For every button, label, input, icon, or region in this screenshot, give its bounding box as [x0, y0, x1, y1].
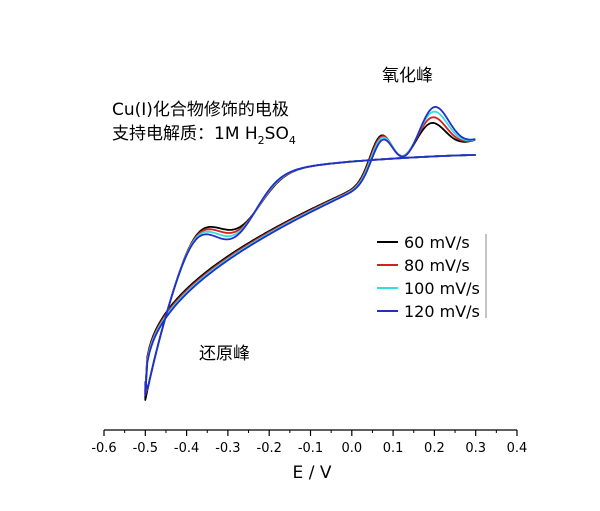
series-line-3 [144, 106, 476, 397]
x-tick-label-8: 0.2 [424, 441, 445, 456]
oxidation-peak-label: 氧化峰 [382, 66, 433, 86]
x-tick-label-10: 0.4 [507, 441, 528, 456]
legend-label-1: 80 mV/s [404, 256, 470, 275]
legend-label-3: 120 mV/s [404, 302, 480, 321]
info-line-2-sub2: 4 [289, 134, 296, 147]
reduction-peak-label: 还原峰 [199, 344, 250, 364]
x-tick-label-2: -0.4 [174, 441, 199, 456]
x-tick-label-1: -0.5 [133, 441, 158, 456]
x-tick-label-5: -0.1 [298, 441, 323, 456]
legend-label-2: 100 mV/s [404, 279, 480, 298]
x-ticks: -0.6 -0.5 -0.4 -0.3 -0.2 -0.1 0.0 0.1 0.2 0.3 0.4 [91, 430, 527, 456]
legend: 60 mV/s 80 mV/s 100 mV/s 120 mV/s [377, 233, 487, 321]
info-line-2-sub1: 2 [258, 134, 265, 147]
x-tick-label-4: -0.2 [257, 441, 282, 456]
info-line-2-mid: SO [265, 124, 289, 144]
legend-label-0: 60 mV/s [404, 233, 470, 252]
x-tick-label-6: 0.0 [341, 441, 362, 456]
x-tick-label-7: 0.1 [383, 441, 404, 456]
series-line-2 [144, 110, 476, 395]
x-axis-label: E / V [293, 463, 332, 483]
info-line-2-prefix: 支持电解质：1M H [112, 124, 258, 144]
info-line-1: Cu(I)化合物修饰的电极 [112, 100, 289, 120]
x-tick-label-0: -0.6 [91, 441, 116, 456]
x-tick-label-9: 0.3 [465, 441, 486, 456]
x-tick-label-3: -0.3 [215, 441, 240, 456]
info-line-2: 支持电解质：1M H2SO4 [112, 124, 296, 147]
cv-curves [144, 106, 476, 401]
